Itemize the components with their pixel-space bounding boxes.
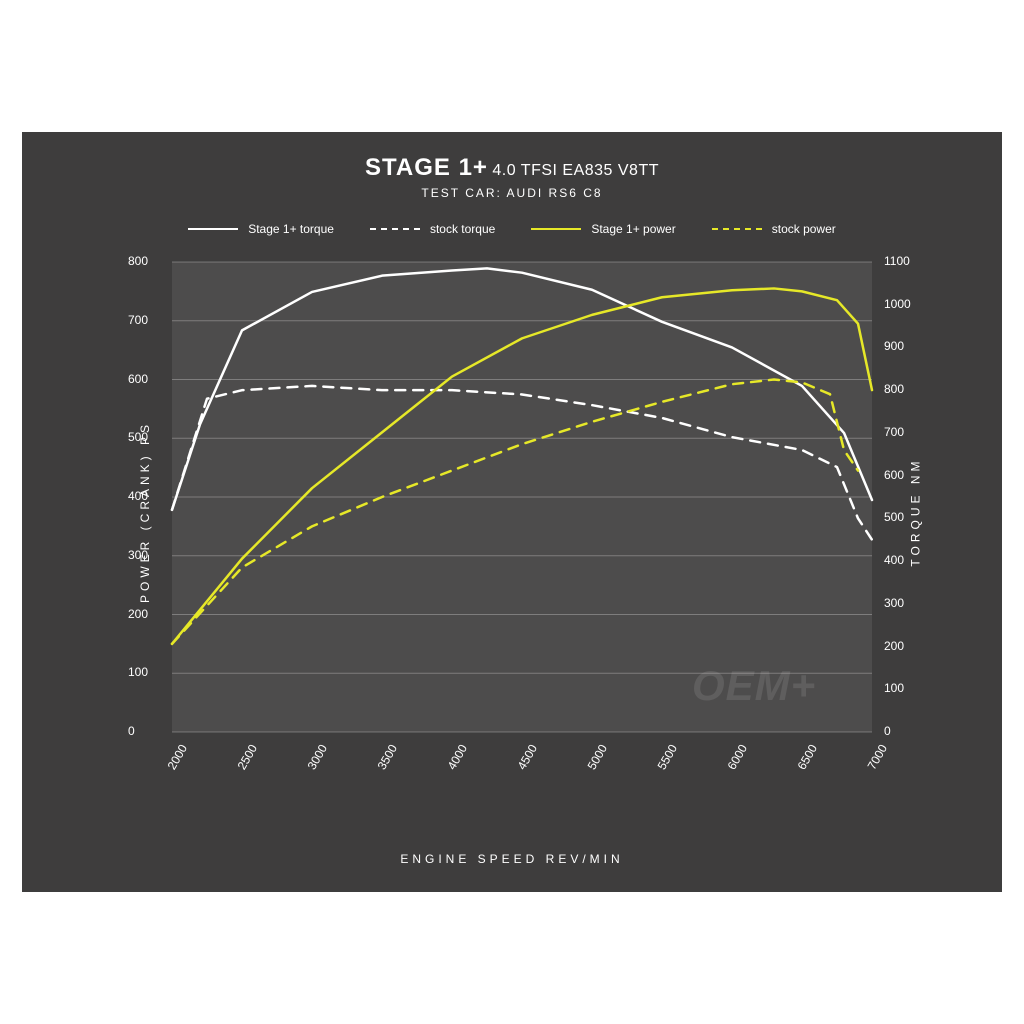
tick-label: 0 [128,724,135,738]
tick-label: 700 [884,425,904,439]
tick-label: 0 [884,724,891,738]
tick-label: 100 [884,681,904,695]
tick-label: 700 [128,313,148,327]
tick-label: 300 [128,548,148,562]
tick-label: 600 [884,468,904,482]
tick-label: 800 [128,254,148,268]
tick-label: 400 [128,489,148,503]
tick-label: 200 [884,639,904,653]
tick-label: 800 [884,382,904,396]
dyno-chart-panel: STAGE 1+ 4.0 TFSI EA835 V8TT TEST CAR: A… [22,132,1002,892]
tick-label: 400 [884,553,904,567]
tick-label: 1000 [884,297,911,311]
tick-label: 300 [884,596,904,610]
tick-label: 200 [128,607,148,621]
tick-label: 900 [884,339,904,353]
tick-label: 100 [128,665,148,679]
page-outer: STAGE 1+ 4.0 TFSI EA835 V8TT TEST CAR: A… [0,0,1024,1024]
tick-label: 500 [128,430,148,444]
tick-label: 1100 [884,254,910,268]
tick-label: 600 [128,372,148,386]
tick-label: 500 [884,510,904,524]
watermark-logo: OEM+ [692,662,816,710]
